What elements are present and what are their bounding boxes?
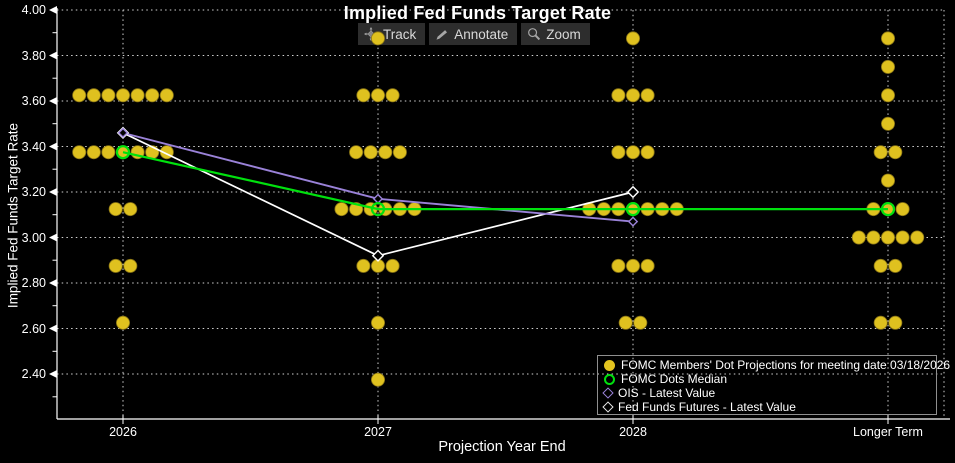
legend-dot-marker-icon <box>604 359 615 371</box>
legend-item[interactable]: Fed Funds Futures - Latest Value <box>602 399 936 414</box>
x-axis-tick-label: 2028 <box>619 425 647 439</box>
y-axis-tick-label: 2.60 <box>21 321 46 336</box>
y-major-tick <box>49 370 57 378</box>
y-major-tick <box>49 51 57 60</box>
y-axis-tick-label: 2.40 <box>21 367 46 381</box>
y-major-tick <box>49 142 57 151</box>
y-axis-tick-label: 4.00 <box>21 3 46 17</box>
legend-item[interactable]: FOMC Members' Dot Projections for meetin… <box>604 358 950 372</box>
x-axis-title: Projection Year End <box>438 439 566 455</box>
legend-ring-marker-icon <box>604 373 615 385</box>
legend: FOMC Members' Dot Projections for meetin… <box>597 355 950 415</box>
track-button-label: Track <box>383 26 417 42</box>
y-major-tick <box>49 188 57 196</box>
annotate-button[interactable]: Annotate <box>429 23 518 45</box>
zoom-magnifier-icon <box>528 28 541 41</box>
x-axis-tick-label: 2026 <box>109 425 137 439</box>
y-major-tick <box>49 97 57 105</box>
y-axis-tick-label: 3.60 <box>21 94 46 108</box>
y-axis-tick-label: 3.80 <box>21 48 46 63</box>
legend-diamond-marker-icon <box>602 401 614 413</box>
y-axis-tick-label: 3.20 <box>21 185 46 199</box>
zoom-button[interactable]: Zoom <box>521 23 590 45</box>
chart-toolbar: Track Annotate Zoom <box>358 23 590 45</box>
chart-title: Implied Fed Funds Target Rate <box>343 3 612 23</box>
track-crosshair-icon <box>364 27 378 41</box>
annotate-button-label: Annotate <box>454 26 509 42</box>
y-axis-tick-label: 3.00 <box>21 230 46 245</box>
zoom-button-label: Zoom <box>546 26 581 42</box>
y-axis-tick-label: 2.80 <box>21 276 46 290</box>
x-axis-tick-label: 2027 <box>364 425 392 439</box>
legend-item[interactable]: FOMC Dots Median <box>604 372 936 386</box>
y-major-tick <box>49 233 57 242</box>
legend-item-label: FOMC Dots Median <box>621 371 728 386</box>
y-major-tick <box>49 324 57 333</box>
annotate-pencil-icon <box>436 30 448 40</box>
legend-item-label: OIS - Latest Value <box>618 385 716 400</box>
y-major-tick <box>49 279 57 287</box>
legend-item[interactable]: OIS - Latest Value <box>602 385 936 400</box>
track-button[interactable]: Track <box>358 23 426 45</box>
legend-item-label: FOMC Members' Dot Projections for meetin… <box>621 357 951 372</box>
y-major-tick <box>49 6 57 14</box>
legend-item-label: Fed Funds Futures - Latest Value <box>618 399 796 414</box>
y-axis-tick-label: 3.40 <box>21 139 46 154</box>
legend-diamond-marker-icon <box>602 387 614 399</box>
x-axis-tick-label: Longer Term <box>853 425 923 439</box>
